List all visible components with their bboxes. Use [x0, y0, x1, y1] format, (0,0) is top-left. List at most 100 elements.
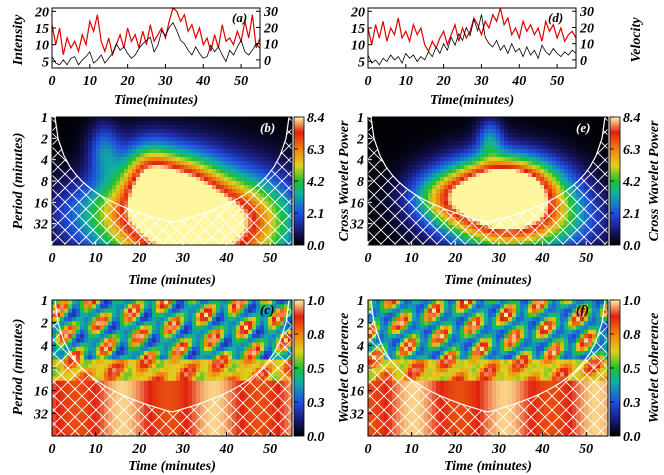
panel-d-y2tick-0: 0	[580, 54, 587, 69]
panel-b-xtick-5: 50	[263, 251, 277, 266]
panel-e-xtick-4: 40	[535, 251, 550, 266]
panel-d-xtick-5: 50	[550, 74, 564, 89]
panel-d-xtick-2: 20	[436, 74, 451, 89]
panel-c-xtick-2: 20	[131, 442, 146, 457]
panel-e-cbar-tick-4: 0.0	[623, 239, 641, 254]
panel-c-colorbar-ticks: 1.0 0.8 0.5 0.3 0.0	[294, 294, 325, 445]
panel-e-ytick-2: 4	[356, 154, 364, 169]
panel-e-tag: (e)	[576, 120, 590, 135]
panel-f-xtick-2: 20	[447, 442, 462, 457]
panel-b-ticks: 0 10 20 30 40 50 1 2 4 8 16 32	[33, 111, 277, 266]
panel-c-tag: (c)	[260, 302, 274, 317]
panel-d-xtick-3: 30	[473, 74, 488, 89]
panel-b-colorbar-ticks: 8.4 6.3 4.2 2.1 0.0	[294, 111, 325, 254]
panel-a-ylabel: Intensity	[11, 14, 26, 66]
panel-b-xtick-1: 10	[89, 251, 103, 266]
panel-b-cbar-tick-1: 6.3	[307, 143, 325, 158]
panel-c-ytick-2: 4	[40, 339, 48, 354]
panel-c-xtick-3: 30	[175, 442, 190, 457]
panel-c-ytick-0: 1	[41, 294, 48, 309]
panel-e-ytick-4: 16	[350, 196, 364, 211]
panel-d-series-1	[367, 14, 577, 66]
panel-c-cbar-tick-3: 0.3	[307, 396, 325, 411]
panel-a-lines	[51, 6, 261, 66]
panel-c-ytick-1: 2	[40, 317, 48, 332]
panel-b-ytick-3: 8	[41, 175, 48, 190]
panel-e-cbar-tick-2: 4.2	[622, 175, 641, 190]
panel-d-ytick-2: 15	[351, 22, 365, 37]
panel-f-ticks: 0 10 20 30 40 50 1 2 4 8 16 32	[349, 294, 593, 457]
panel-b-xtick-2: 20	[131, 251, 146, 266]
panel-b-map	[52, 117, 293, 246]
panel-d-lines	[367, 7, 577, 66]
panel-c: Period (minutes) 0 10 20 30 40 50 1 2 4 8 16 32 (c)…	[11, 294, 352, 474]
panel-f-cone-of-influence	[370, 300, 606, 413]
panel-d-xlabel: Time(minutes)	[430, 93, 514, 108]
panel-a-ytick-3: 20	[34, 5, 49, 20]
panel-a-xtick-4: 40	[195, 74, 210, 89]
panel-e-ytick-5: 32	[349, 218, 364, 233]
panel-d-xtick-4: 40	[511, 74, 526, 89]
panel-c-ytick-5: 32	[33, 407, 48, 422]
panel-c-xtick-4: 40	[219, 442, 234, 457]
panel-b-xlabel: Time (minutes)	[128, 273, 216, 288]
panel-a-y2tick-3: 30	[263, 5, 278, 20]
panel-e-xtick-1: 10	[405, 251, 419, 266]
panel-c-ylabel: Period (minutes)	[11, 319, 26, 416]
panel-f-tag: (f)	[576, 302, 589, 317]
panel-e-ytick-0: 1	[357, 111, 364, 126]
panel-c-cbar-label: Wavelet Coherence	[337, 313, 352, 424]
panel-f-cbar-label: Wavelet Coherence	[647, 313, 662, 424]
panel-f-xtick-0: 0	[365, 442, 372, 457]
panel-c-xtick-0: 0	[49, 442, 56, 457]
panel-d-y2tick-3: 30	[579, 5, 594, 20]
panel-b-cbar-label: Cross Wavelet Power	[337, 120, 352, 241]
panel-a-xtick-1: 10	[83, 74, 97, 89]
panel-a-xlabel: Time(minutes)	[114, 93, 198, 108]
panel-b-xtick-0: 0	[49, 251, 56, 266]
panel-c-xtick-1: 10	[89, 442, 103, 457]
panel-d-tag: (d)	[548, 10, 563, 25]
panel-c-ticks: 0 10 20 30 40 50 1 2 4 8 16 32	[33, 294, 277, 457]
panel-f-cbar-tick-1: 0.8	[623, 328, 641, 343]
panel-b-xtick-3: 30	[175, 251, 190, 266]
panel-b-ytick-5: 32	[33, 218, 48, 233]
panel-f-xtick-1: 10	[405, 442, 419, 457]
panel-a-series-0	[51, 6, 261, 57]
panel-a-frame	[51, 7, 261, 69]
panel-a-y2tick-1: 10	[264, 38, 278, 53]
panel-c-ytick-3: 8	[41, 362, 48, 377]
panel-b-cbar-tick-4: 0.0	[307, 239, 325, 254]
panel-b-cbar-tick-0: 8.4	[307, 111, 325, 126]
panel-e-map	[368, 117, 609, 246]
panel-d-ytick-3: 20	[350, 5, 365, 20]
panel-f-cbar-tick-0: 1.0	[623, 294, 641, 309]
panel-e-ytick-1: 2	[356, 132, 364, 147]
panel-f-colorbar-ticks: 1.0 0.8 0.5 0.3 0.0	[610, 294, 641, 445]
panel-e-cbar-tick-1: 6.3	[623, 143, 641, 158]
panel-a-series-1	[51, 21, 261, 66]
panel-e-ticks: 0 10 20 30 40 50 1 2 4 8 16 32	[349, 111, 593, 266]
panel-a-xtick-2: 20	[120, 74, 135, 89]
panel-a-ytick-0: 5	[42, 55, 49, 70]
panel-e-ytick-3: 8	[357, 175, 364, 190]
panel-d-ytick-1: 10	[351, 39, 365, 54]
panel-d-frame	[367, 7, 577, 69]
panel-d-ytick-0: 5	[358, 55, 365, 70]
panel-e-cbar-tick-3: 2.1	[622, 207, 641, 222]
panel-f-cbar-tick-4: 0.0	[623, 430, 641, 445]
panel-c-xtick-5: 50	[263, 442, 277, 457]
panel-e-colorbar-ticks: 8.4 6.3 4.2 2.1 0.0	[610, 111, 641, 254]
panel-e-xtick-2: 20	[447, 251, 462, 266]
panel-c-cbar-tick-2: 0.5	[307, 362, 325, 377]
panel-e-xtick-5: 50	[579, 251, 593, 266]
panel-d-xtick-1: 10	[399, 74, 413, 89]
panel-d-series-0	[367, 7, 577, 53]
panel-c-xlabel: Time (minutes)	[128, 459, 216, 474]
